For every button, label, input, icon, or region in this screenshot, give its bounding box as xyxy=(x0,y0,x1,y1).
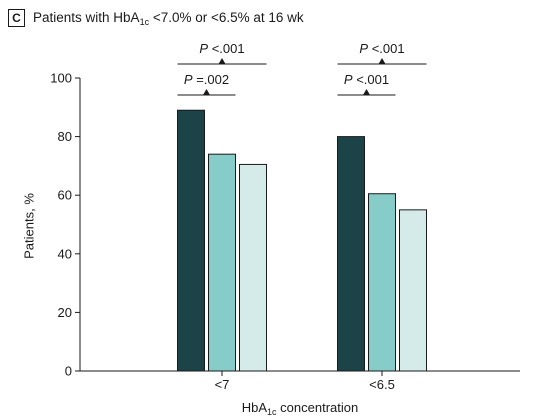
bar xyxy=(337,136,365,372)
x-axis-label-sub: 1c xyxy=(267,407,277,417)
y-tick-label: 0 xyxy=(65,364,72,379)
significance-marker xyxy=(203,89,210,95)
x-axis-label: HbA1c concentration xyxy=(242,400,358,417)
x-tick-label: <7 xyxy=(215,377,230,392)
p-value-label: P <.001 xyxy=(359,41,404,56)
p-value-label: P <.001 xyxy=(199,41,244,56)
y-axis-label: Patients, % xyxy=(21,193,37,259)
bar xyxy=(399,209,427,372)
significance-marker xyxy=(363,89,370,95)
significance-marker xyxy=(218,58,226,64)
panel-title-suffix: <7.0% or <6.5% at 16 wk xyxy=(149,9,304,25)
x-tick-label: <6.5 xyxy=(369,377,395,392)
y-tick-label: 20 xyxy=(58,305,72,320)
bar xyxy=(177,109,205,372)
x-axis-label-prefix: HbA xyxy=(241,400,268,415)
p-value-label: P <.001 xyxy=(344,72,389,87)
panel-title-prefix: Patients with HbA xyxy=(33,9,140,25)
panel-header: C Patients with HbA1c <7.0% or <6.5% at … xyxy=(8,8,304,28)
significance-marker xyxy=(378,58,386,64)
y-tick-label: 80 xyxy=(58,129,72,144)
y-tick-label: 100 xyxy=(50,71,72,86)
p-value-label: P =.002 xyxy=(184,72,229,87)
bar xyxy=(239,163,267,372)
bar xyxy=(208,153,236,372)
panel-title: Patients with HbA1c <7.0% or <6.5% at 16… xyxy=(33,10,304,27)
panel-title-sub: 1c xyxy=(139,16,150,27)
bar xyxy=(368,193,396,372)
y-tick-label: 60 xyxy=(58,188,72,203)
y-tick-label: 40 xyxy=(58,246,72,261)
panel-letter: C xyxy=(8,9,25,27)
x-axis-label-suffix: concentration xyxy=(276,400,359,415)
